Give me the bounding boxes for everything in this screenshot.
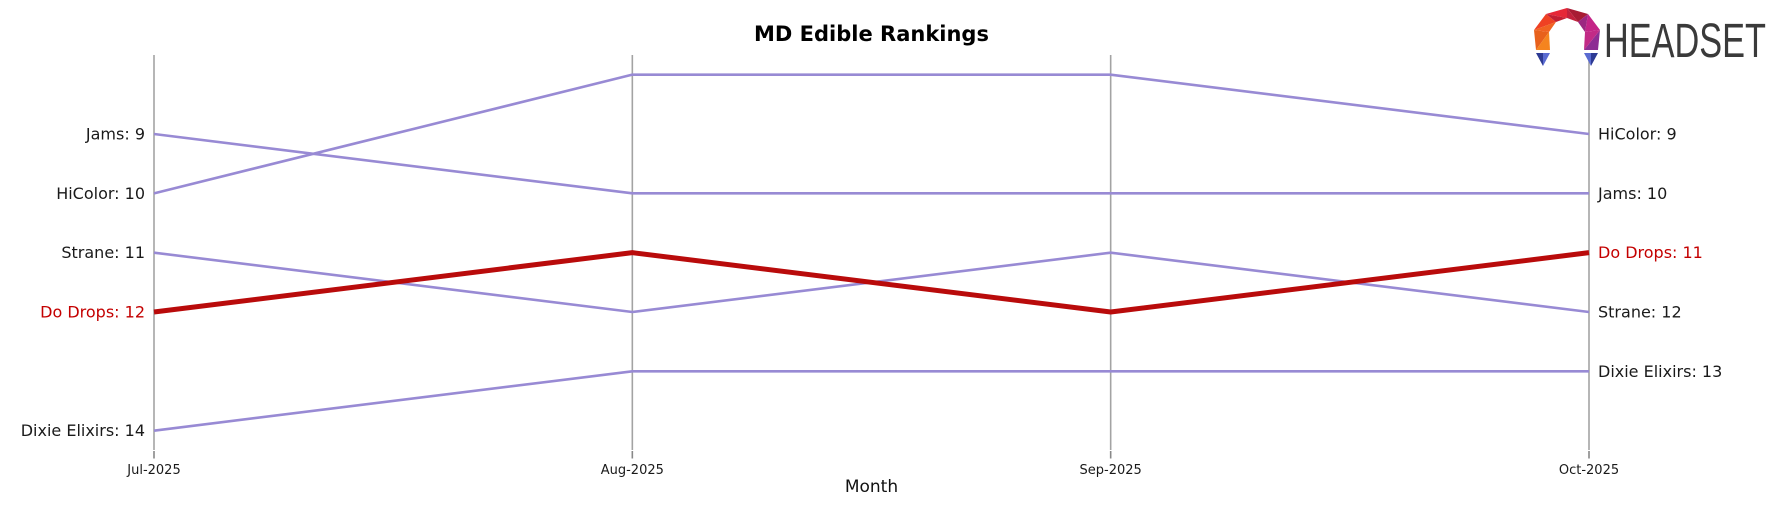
series-left-label-dixie-elixirs: Dixie Elixirs: 14: [21, 421, 145, 440]
series-left-label-jams: Jams: 9: [85, 125, 145, 144]
series-right-label-strane: Strane: 12: [1598, 302, 1682, 321]
x-axis-label: Month: [845, 477, 898, 497]
axis-tick-label-jul-2025: Jul-2025: [126, 463, 180, 478]
series-line-jams: [153, 132, 1589, 195]
series-left-label-strane: Strane: 11: [61, 243, 145, 262]
series-left-label-hicolor: HiColor: 10: [56, 184, 145, 203]
headset-logo-mark-icon: [1534, 8, 1600, 66]
axis-tick-label-aug-2025: Aug-2025: [601, 463, 664, 478]
axis-tick-label-oct-2025: Oct-2025: [1559, 463, 1619, 478]
series-line-dixie-elixirs: [153, 370, 1589, 432]
series-right-label-dixie-elixirs: Dixie Elixirs: 13: [1598, 362, 1722, 381]
headset-logo: HEADSET: [1534, 8, 1766, 68]
month-axes-group: Jul-2025 Aug-2025 Sep-2025 Oct-2025: [126, 55, 1619, 478]
chart-title: MD Edible Rankings: [754, 22, 989, 46]
series-left-label-do-drops: Do Drops: 12: [40, 302, 145, 321]
series-line-do-drops: [153, 250, 1590, 315]
right-rank-labels-group: Jams: 10 HiColor: 9 Strane: 12 Do Drops: 11…: [1597, 125, 1722, 381]
series-right-label-jams: Jams: 10: [1597, 184, 1667, 203]
axis-tick-label-sep-2025: Sep-2025: [1080, 463, 1142, 478]
series-line-hicolor: [153, 73, 1590, 195]
series-right-label-hicolor: HiColor: 9: [1598, 125, 1677, 144]
series-right-label-do-drops: Do Drops: 11: [1598, 243, 1703, 262]
headset-logo-text: HEADSET: [1604, 15, 1766, 68]
left-rank-labels-group: Jams: 9 HiColor: 10 Strane: 11 Do Drops: 12…: [21, 125, 145, 441]
series-lines-group: [153, 73, 1590, 432]
